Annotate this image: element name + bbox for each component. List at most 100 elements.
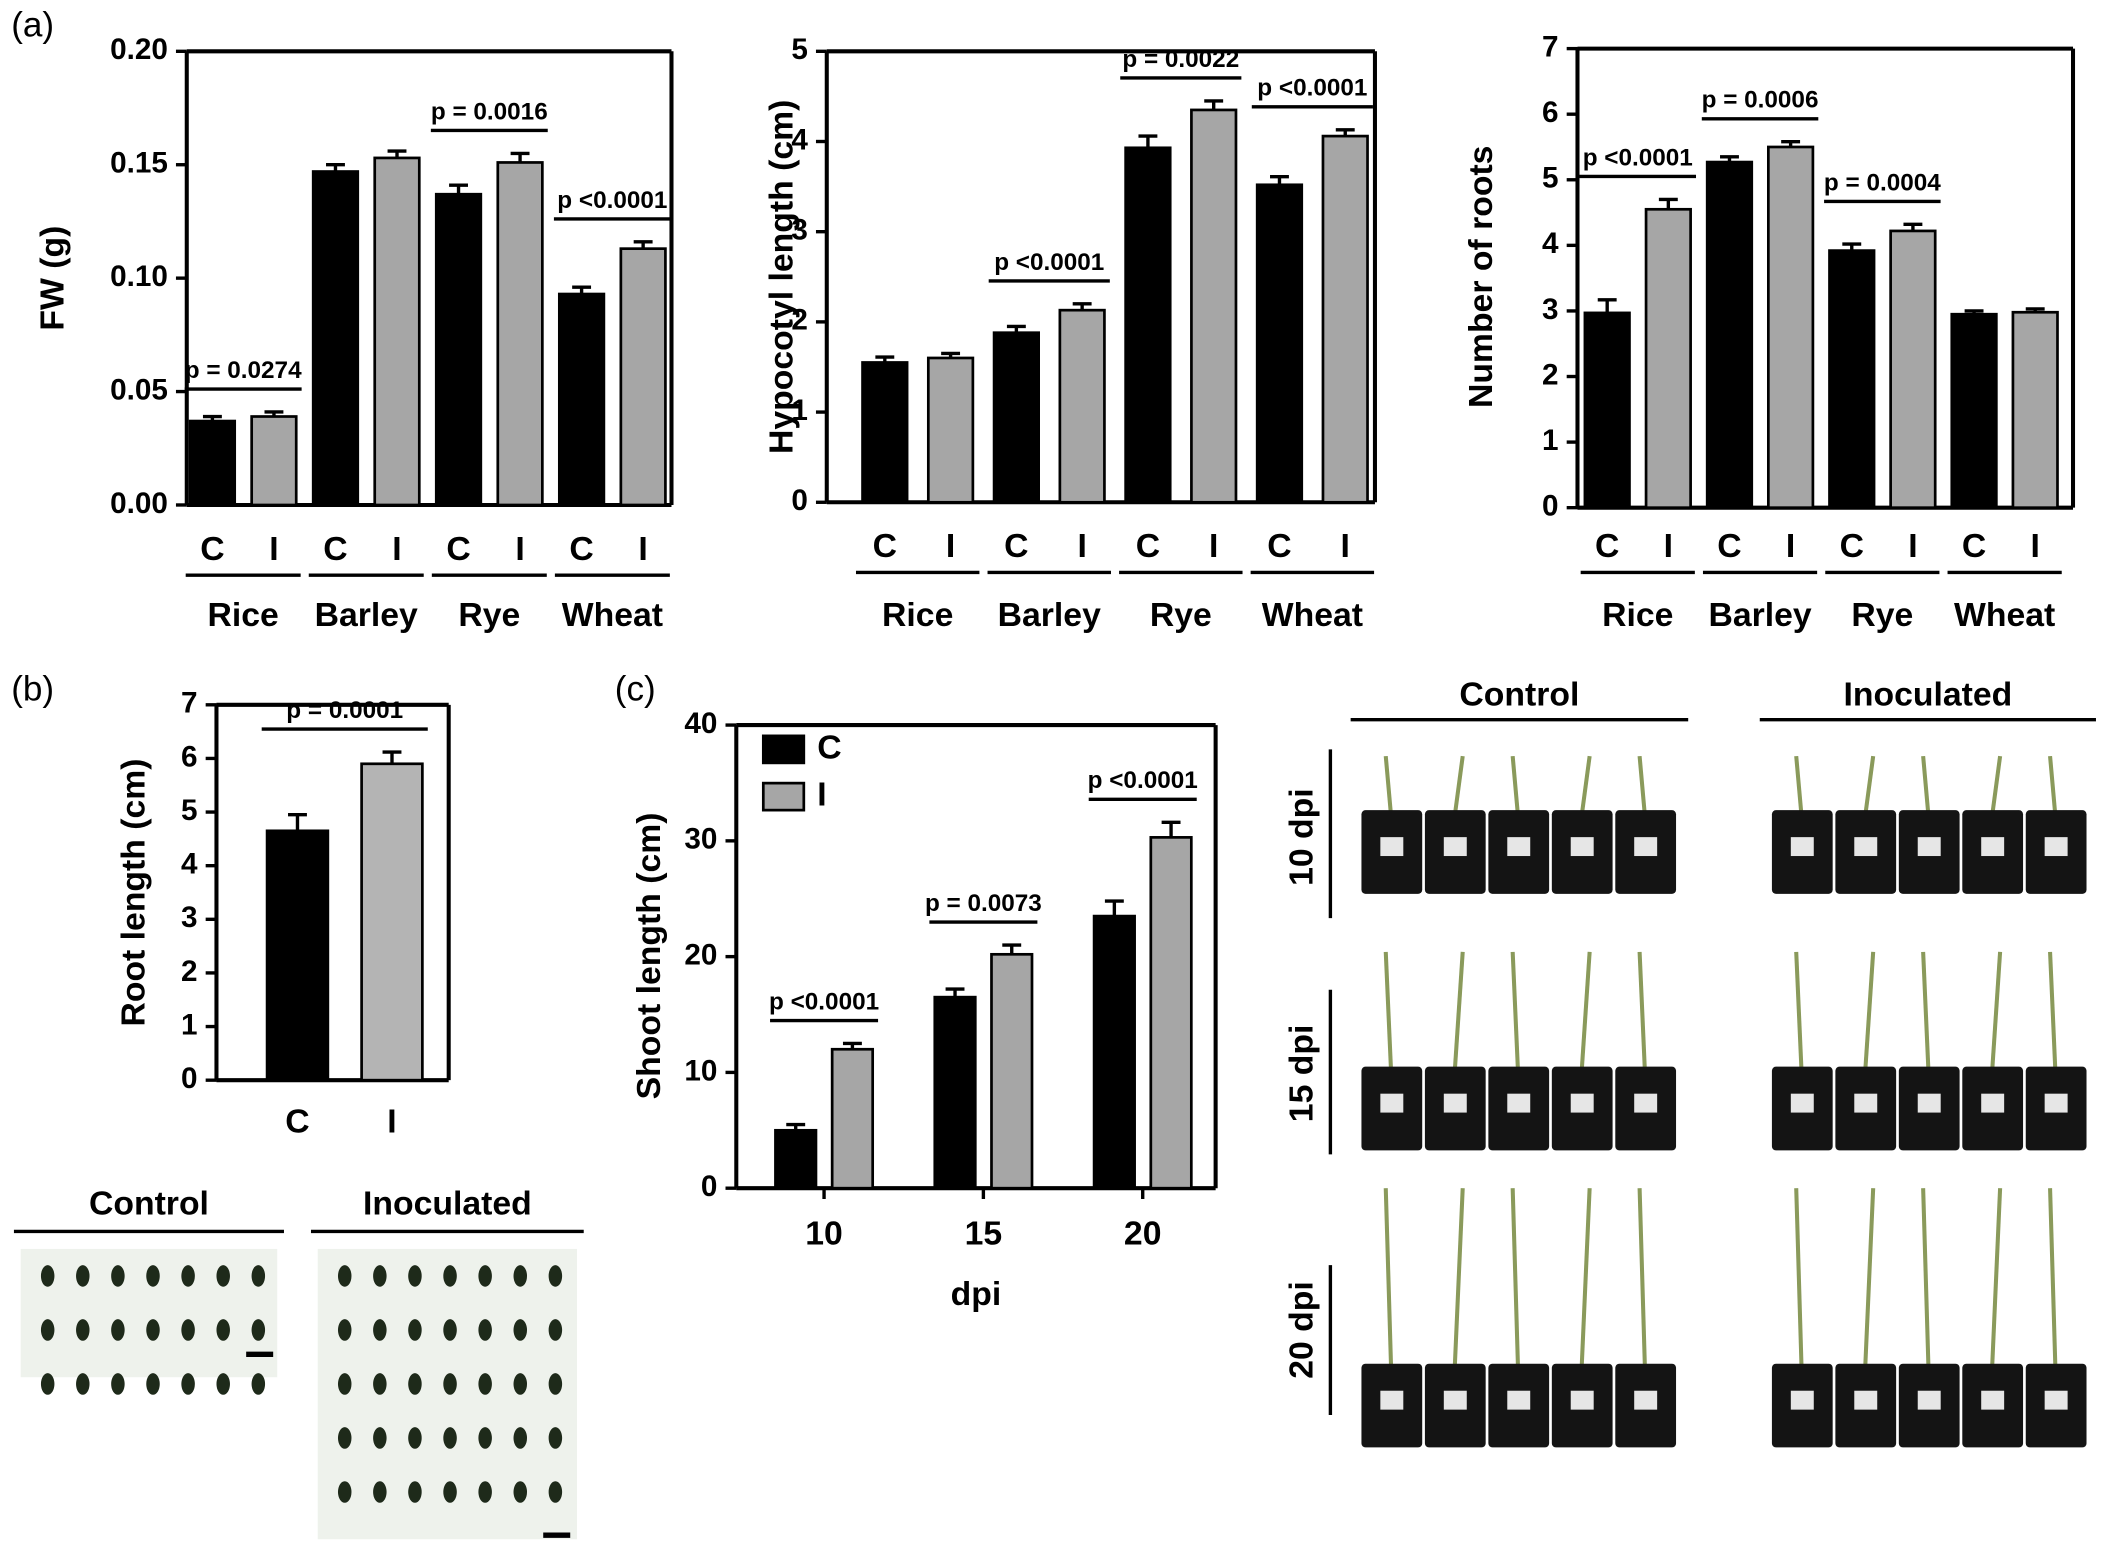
bar [861,361,909,504]
y-tick-label: 0.20 [110,33,168,66]
bar [1889,229,1937,510]
pot-tag [1854,837,1878,857]
y-tick-label: 6 [181,740,198,773]
y-tick-label: 0 [181,1062,198,1095]
bar [1092,914,1136,1190]
significance-label: p <0.0001 [994,249,1104,276]
plant [1794,951,1804,1074]
seedling [478,1319,492,1341]
seedling [443,1427,457,1449]
seedling [251,1265,266,1287]
seedling [443,1481,457,1503]
y-axis-label: Hypocotyl length (cm) [762,100,800,454]
group-label: Rice [208,596,279,634]
x-tick-label: I [1786,527,1795,565]
pot-tag [1790,1390,1814,1410]
y-tick-label: 7 [1542,30,1559,63]
pot-tag [1443,837,1467,857]
bar [1058,308,1106,504]
x-tick-label: I [1077,527,1086,565]
x-tick-label: I [1341,527,1350,565]
pot-tag [1570,837,1594,857]
bar [1190,108,1238,504]
seedling [443,1319,457,1341]
significance-label: p = 0.0004 [1824,169,1941,196]
bar [619,247,667,507]
seedling [513,1481,528,1503]
bar [557,292,606,507]
plant [1863,951,1876,1074]
x-tick-label: C [1004,527,1028,565]
panel-label: (c) [615,670,656,709]
seedling [478,1481,492,1503]
bar [373,156,421,507]
x-tick-label: C [1717,527,1741,565]
significance-label: p <0.0001 [557,187,667,214]
significance-label: p = 0.0006 [1702,87,1819,114]
plant [1383,1188,1394,1371]
seedling [478,1427,492,1449]
seedling [548,1265,563,1287]
seedling [513,1319,528,1341]
seedling [408,1481,422,1503]
seedling [373,1319,387,1341]
seedling [76,1265,90,1287]
pot-tag [1790,1093,1814,1113]
seedling [548,1319,563,1341]
photo-column-label: Inoculated [1843,676,2012,714]
x-tick-label: 15 [965,1214,1003,1252]
significance-label: p <0.0001 [1583,144,1693,171]
x-tick-label: C [1840,527,1864,565]
y-tick-label: 7 [181,687,198,720]
pot-tag [2044,837,2068,857]
bar [2011,310,2059,510]
seedling [146,1319,160,1341]
group-label: Wheat [1262,596,1363,634]
legend-label: I [817,776,826,814]
x-tick-label: C [285,1102,309,1140]
plant [1510,951,1521,1074]
bar [1644,207,1692,510]
plant [1637,755,1648,818]
x-tick-label: I [515,530,524,568]
significance-label: p = 0.0274 [185,357,302,384]
y-tick-label: 0 [1542,490,1559,523]
legend-label: C [817,728,841,766]
y-tick-label: 40 [684,707,717,740]
plant [2048,951,2058,1074]
group-label: Rice [882,596,953,634]
seedling [513,1265,528,1287]
x-tick-label: I [2031,527,2040,565]
group-label: Rye [458,596,520,634]
y-axis-label: Shoot length (cm) [630,813,668,1100]
y-tick-label: 3 [181,901,198,934]
bar [1705,160,1754,510]
y-axis-label: Root length (cm) [114,758,152,1026]
seedling [40,1373,55,1395]
pot-tag [1380,1093,1404,1113]
pot-tag [1917,1390,1941,1410]
panel-label: (a) [11,5,54,44]
plant [1794,1188,1804,1371]
seedling [373,1481,387,1503]
y-axis-label: FW (g) [33,226,71,331]
bar [1321,134,1369,504]
pot-tag [1507,1390,1531,1410]
seedling [337,1373,352,1395]
plant [1637,1188,1648,1371]
plant [1863,1188,1876,1371]
plant [1921,1188,1931,1371]
pot-tag [1634,1093,1658,1113]
x-tick-label: I [638,530,647,568]
significance-label: p = 0.0022 [1122,46,1239,73]
pot-tag [1443,1093,1467,1113]
x-tick-label: 20 [1124,1214,1162,1252]
x-tick-label: C [873,527,897,565]
pot-tag [1854,1093,1878,1113]
pot-tag [1507,837,1531,857]
pot-tag [1981,1093,2005,1113]
seedling [76,1319,90,1341]
seedling [408,1373,422,1395]
plant [1863,755,1876,818]
